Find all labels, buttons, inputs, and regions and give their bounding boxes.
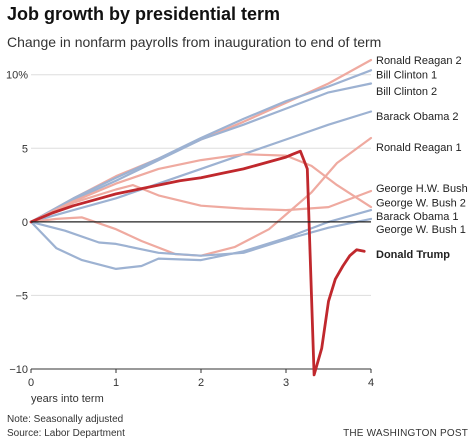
legend-label: Ronald Reagan 1	[376, 142, 462, 154]
publisher-credit: THE WASHINGTON POST	[343, 428, 468, 439]
y-tick-label: 0	[22, 217, 28, 229]
legend-label: George W. Bush 1	[376, 224, 466, 236]
legend-label: George W. Bush 2	[376, 198, 466, 210]
y-tick-label: 5	[22, 143, 28, 155]
legend-label: Bill Clinton 2	[376, 86, 437, 98]
legend-label: Bill Clinton 1	[376, 70, 437, 82]
series-line-barack-obama-1	[29, 209, 373, 270]
x-tick-label: 3	[283, 377, 289, 389]
x-tick-label: 4	[368, 377, 374, 389]
legend-label: George H.W. Bush	[376, 183, 468, 195]
y-tick-label: −10	[9, 364, 28, 376]
note-text: Note: Seasonally adjusted	[7, 414, 124, 425]
y-tick-label: 10%	[6, 70, 28, 82]
chart-subtitle: Change in nonfarm payrolls from inaugura…	[7, 34, 382, 50]
series-line-bill-clinton-2	[29, 82, 373, 223]
x-axis-label: years into term	[31, 393, 104, 405]
x-tick-label: 0	[28, 377, 34, 389]
legend-label: Barack Obama 2	[376, 111, 459, 123]
x-tick-label: 1	[113, 377, 119, 389]
series-line-donald-trump	[29, 149, 366, 377]
source-text: Source: Labor Department	[7, 428, 125, 439]
series-line-george-w-bush-2	[29, 153, 373, 223]
legend-label: Barack Obama 1	[376, 211, 459, 223]
legend-label: Ronald Reagan 2	[376, 55, 462, 67]
series-line-barack-obama-2	[29, 110, 373, 223]
chart-title: Job growth by presidential term	[7, 4, 281, 24]
y-tick-label: −5	[15, 290, 28, 302]
series-line-bill-clinton-1	[29, 69, 373, 223]
legend-label: Donald Trump	[376, 249, 450, 261]
x-tick-label: 2	[198, 377, 204, 389]
series-line-george-w-bush-1	[29, 217, 373, 257]
